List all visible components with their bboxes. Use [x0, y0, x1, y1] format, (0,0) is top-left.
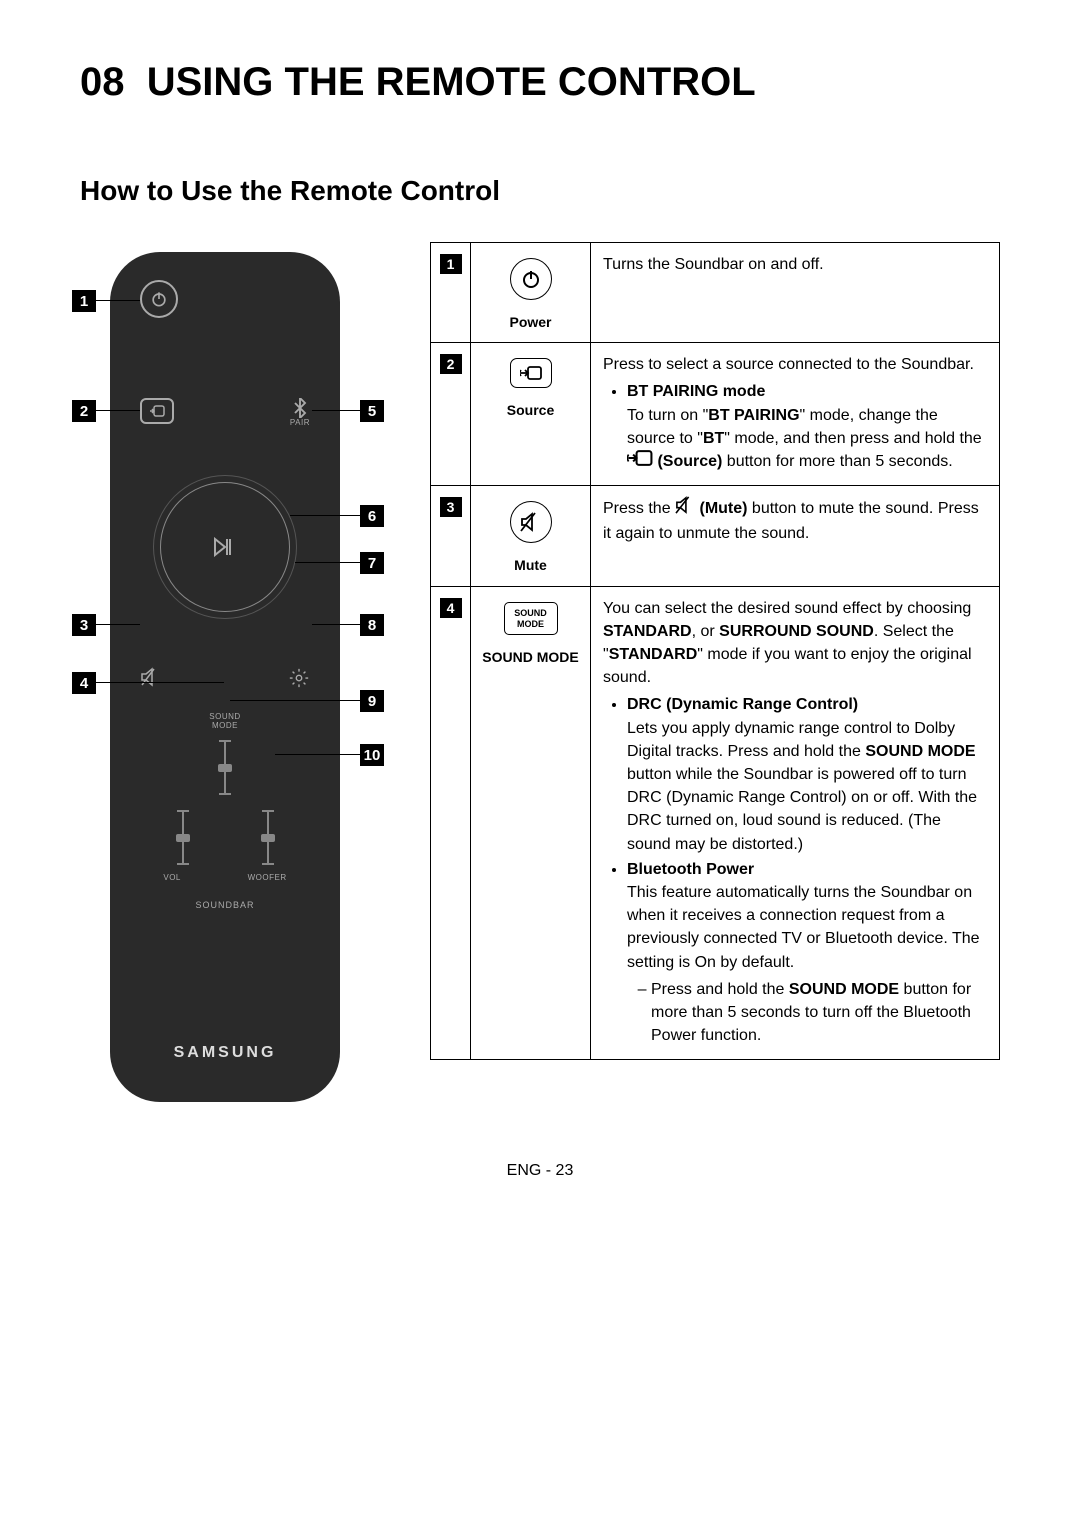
page-heading: 08 USING THE REMOTE CONTROL — [80, 60, 1000, 105]
desc-text: Press the (Mute) button to mute the soun… — [603, 500, 979, 541]
soundbar-label: SOUNDBAR — [110, 900, 340, 910]
remote-soundmode-label: SOUNDMODE — [110, 712, 340, 730]
callout-9: 9 — [360, 690, 384, 712]
remote-vol-slider — [182, 810, 184, 865]
list-item: Bluetooth PowerThis feature automaticall… — [627, 858, 987, 1048]
callout-6: 6 — [360, 505, 384, 527]
callout-7: 7 — [360, 552, 384, 574]
row-desc-cell: Turns the Soundbar on and off. — [591, 243, 1000, 343]
row-icon-cell: Mute — [471, 486, 591, 586]
callout-3: 3 — [72, 614, 96, 636]
content-layout: PAIR SOUNDMODE — [80, 242, 1000, 1102]
power-icon — [510, 258, 552, 300]
page-footer: ENG - 23 — [80, 1162, 1000, 1180]
row-icon-label: SOUND MODE — [477, 647, 584, 667]
pair-label: PAIR — [290, 418, 310, 427]
source-icon — [510, 358, 552, 388]
heading-title: USING THE REMOTE CONTROL — [147, 60, 756, 104]
remote-soundmode-slider — [224, 740, 226, 795]
row-icon-cell: Source — [471, 343, 591, 486]
callout-1: 1 — [72, 290, 96, 312]
row-number-cell: 4 — [431, 586, 471, 1060]
desc-text: You can select the desired sound effect … — [603, 600, 972, 687]
table-row: 3 Mute Press the (Mute) button to mute the… — [431, 486, 1000, 586]
remote-mute-button — [140, 667, 162, 694]
desc-text: Turns the Soundbar on and off. — [603, 256, 824, 273]
row-icon-label: Mute — [477, 555, 584, 575]
callout-4: 4 — [72, 672, 96, 694]
table-row: 2 Source Press to select a source connecte… — [431, 343, 1000, 486]
remote-dial — [160, 482, 290, 612]
row-icon-cell: Power — [471, 243, 591, 343]
row-badge: 3 — [440, 497, 462, 517]
row-number-cell: 3 — [431, 486, 471, 586]
row-badge: 1 — [440, 254, 462, 274]
brand-logo: SAMSUNG — [110, 1044, 340, 1062]
mute-icon — [675, 496, 695, 521]
remote-woofer-slider — [267, 810, 269, 865]
row-desc-cell: Press to select a source connected to th… — [591, 343, 1000, 486]
remote-settings-button — [288, 667, 310, 694]
remote-diagram: PAIR SOUNDMODE — [80, 242, 380, 1102]
row-icon-cell: SOUNDMODE SOUND MODE — [471, 586, 591, 1060]
callout-5: 5 — [360, 400, 384, 422]
description-table: 1 Power Turns the Soundbar on and off. 2 Sou… — [430, 242, 1000, 1102]
subheading: How to Use the Remote Control — [80, 175, 1000, 207]
row-desc-cell: Press the (Mute) button to mute the soun… — [591, 486, 1000, 586]
vol-label: VOL — [163, 873, 181, 882]
remote-body: PAIR SOUNDMODE — [110, 252, 340, 1102]
list-item: DRC (Dynamic Range Control)Lets you appl… — [627, 693, 987, 855]
callout-2: 2 — [72, 400, 96, 422]
row-badge: 2 — [440, 354, 462, 374]
row-number-cell: 1 — [431, 243, 471, 343]
mute-icon — [510, 501, 552, 543]
row-badge: 4 — [440, 598, 462, 618]
desc-text: Press to select a source connected to th… — [603, 356, 974, 373]
remote-power-button — [140, 280, 178, 318]
remote-source-button — [140, 398, 174, 424]
callout-10: 10 — [360, 744, 384, 766]
remote-bt-pair-button: PAIR — [290, 398, 310, 427]
source-icon — [627, 450, 653, 473]
row-icon-label: Source — [477, 400, 584, 420]
list-item: Press and hold the SOUND MODE button for… — [651, 978, 987, 1048]
table-row: 1 Power Turns the Soundbar on and off. — [431, 243, 1000, 343]
callout-8: 8 — [360, 614, 384, 636]
row-number-cell: 2 — [431, 343, 471, 486]
heading-number: 08 — [80, 60, 125, 104]
soundmode-icon: SOUNDMODE — [504, 602, 558, 636]
table-row: 4 SOUNDMODE SOUND MODE You can select the d… — [431, 586, 1000, 1060]
row-icon-label: Power — [477, 312, 584, 332]
woofer-label: WOOFER — [248, 873, 287, 882]
list-item: BT PAIRING modeTo turn on "BT PAIRING" m… — [627, 380, 987, 473]
row-desc-cell: You can select the desired sound effect … — [591, 586, 1000, 1060]
